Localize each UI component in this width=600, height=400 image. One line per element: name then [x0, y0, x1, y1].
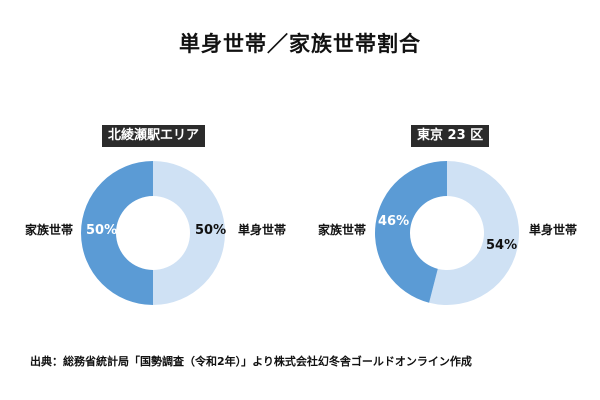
category-label-single: 単身世帯 — [238, 223, 287, 237]
slice-single — [153, 161, 226, 305]
category-label-single: 単身世帯 — [529, 223, 578, 237]
page-title: 単身世帯／家族世帯割合 — [179, 32, 421, 56]
source-note: 出典：総務省統計局「国勢調査（令和2年）」より株式会社幻冬舎ゴールドオンライン作… — [30, 355, 472, 368]
slice-family — [375, 161, 447, 303]
chart-label-kitaayase: 北綾瀬駅エリア — [102, 125, 206, 147]
family-percent-label: 50% — [86, 223, 118, 238]
donut-chart-kitaayase — [80, 161, 226, 305]
slice-family — [80, 161, 153, 305]
single-percent-label: 54% — [486, 238, 518, 253]
slice-single — [429, 161, 519, 305]
family-percent-label: 46% — [378, 214, 410, 229]
category-label-family: 家族世帯 — [318, 223, 367, 237]
chart-label-tokyo23: 東京 23 区 — [411, 125, 490, 147]
category-label-family: 家族世帯 — [25, 223, 74, 237]
donut-chart-tokyo23 — [375, 161, 519, 305]
single-percent-label: 50% — [195, 223, 227, 238]
